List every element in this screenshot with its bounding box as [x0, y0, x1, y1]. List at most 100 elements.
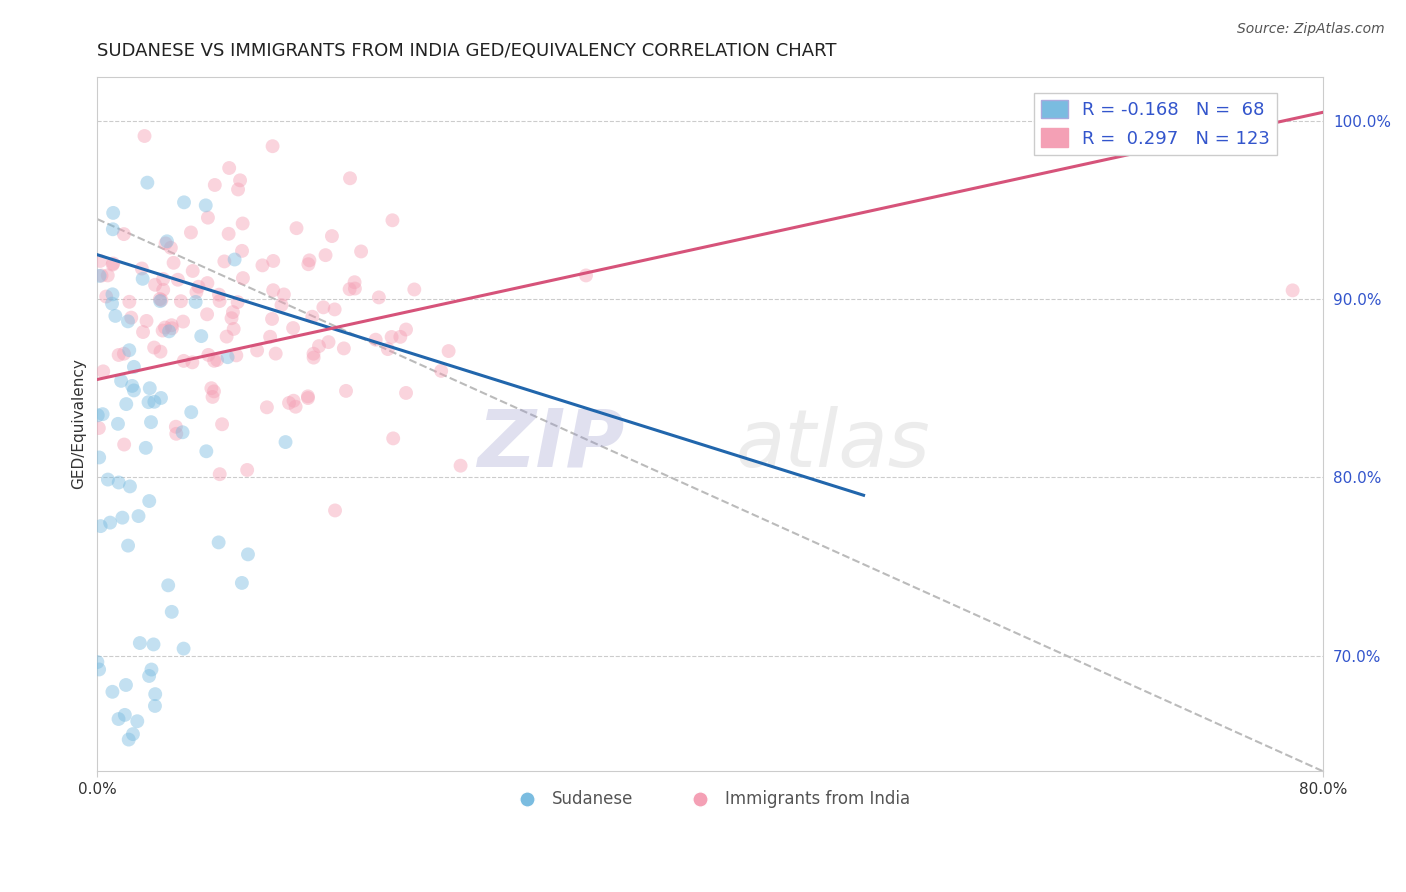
Point	[302, 351, 325, 365]
Point	[122, 727, 145, 741]
Point	[208, 287, 231, 301]
Point	[232, 217, 254, 231]
Point	[160, 321, 183, 335]
Point	[229, 173, 252, 187]
Point	[117, 314, 139, 328]
Point	[107, 475, 129, 490]
Point	[321, 229, 343, 244]
Point	[149, 391, 172, 405]
Point	[226, 182, 249, 196]
Point	[118, 294, 141, 309]
Point	[278, 396, 301, 410]
Point	[181, 264, 204, 278]
Point	[236, 463, 259, 477]
Point	[107, 712, 129, 726]
Point	[187, 279, 209, 293]
Text: ZIP: ZIP	[477, 406, 624, 483]
Point	[285, 221, 308, 235]
Point	[173, 641, 195, 656]
Point	[273, 287, 295, 301]
Point	[184, 294, 207, 309]
Point	[297, 391, 319, 405]
Point	[157, 324, 180, 338]
Point	[97, 473, 120, 487]
Point	[197, 276, 219, 290]
Point	[221, 311, 243, 326]
Point	[232, 271, 254, 285]
Point	[205, 353, 228, 368]
Point	[139, 415, 162, 429]
Point	[131, 261, 153, 276]
Point	[94, 289, 117, 303]
Text: atlas: atlas	[735, 406, 931, 483]
Point	[197, 348, 219, 362]
Point	[246, 343, 269, 358]
Point	[143, 698, 166, 713]
Point	[283, 393, 305, 408]
Point	[312, 301, 335, 315]
Point	[231, 576, 253, 591]
Point	[1281, 284, 1303, 298]
Point	[165, 419, 187, 434]
Point	[211, 417, 233, 432]
Point	[281, 321, 304, 335]
Point	[150, 293, 173, 307]
Point	[112, 227, 135, 241]
Point	[117, 539, 139, 553]
Point	[149, 344, 172, 359]
Point	[152, 272, 174, 286]
Y-axis label: GED/Equivalency: GED/Equivalency	[72, 359, 86, 490]
Point	[162, 256, 184, 270]
Point	[323, 503, 346, 517]
Point	[297, 257, 319, 271]
Point	[323, 302, 346, 317]
Point	[343, 275, 366, 289]
Point	[437, 344, 460, 359]
Point	[167, 273, 190, 287]
Point	[101, 206, 124, 220]
Point	[172, 425, 194, 440]
Point	[236, 547, 259, 561]
Point	[301, 310, 323, 324]
Point	[136, 176, 159, 190]
Point	[152, 283, 174, 297]
Point	[333, 342, 356, 356]
Point	[107, 417, 129, 431]
Point	[214, 254, 236, 268]
Point	[112, 437, 135, 451]
Point	[215, 329, 238, 343]
Point	[224, 252, 246, 267]
Point	[218, 227, 240, 241]
Point	[143, 277, 166, 292]
Point	[122, 384, 145, 398]
Point	[118, 732, 141, 747]
Point	[128, 636, 150, 650]
Point	[262, 139, 284, 153]
Point	[139, 381, 162, 395]
Point	[90, 268, 112, 283]
Point	[122, 359, 145, 374]
Point	[101, 258, 124, 272]
Point	[208, 293, 231, 308]
Point	[160, 605, 183, 619]
Point	[135, 441, 157, 455]
Point	[97, 268, 120, 283]
Text: SUDANESE VS IMMIGRANTS FROM INDIA GED/EQUIVALENCY CORRELATION CHART: SUDANESE VS IMMIGRANTS FROM INDIA GED/EQ…	[97, 42, 837, 60]
Point	[381, 330, 404, 344]
Point	[118, 343, 141, 358]
Point	[180, 226, 202, 240]
Point	[143, 687, 166, 701]
Point	[308, 339, 330, 353]
Point	[101, 287, 124, 301]
Point	[377, 342, 399, 356]
Point	[89, 254, 111, 268]
Point	[186, 285, 208, 299]
Point	[218, 161, 240, 175]
Point	[121, 379, 143, 393]
Point	[389, 330, 412, 344]
Point	[382, 431, 405, 445]
Point	[98, 516, 121, 530]
Point	[142, 637, 165, 651]
Point	[134, 128, 156, 143]
Point	[208, 535, 231, 549]
